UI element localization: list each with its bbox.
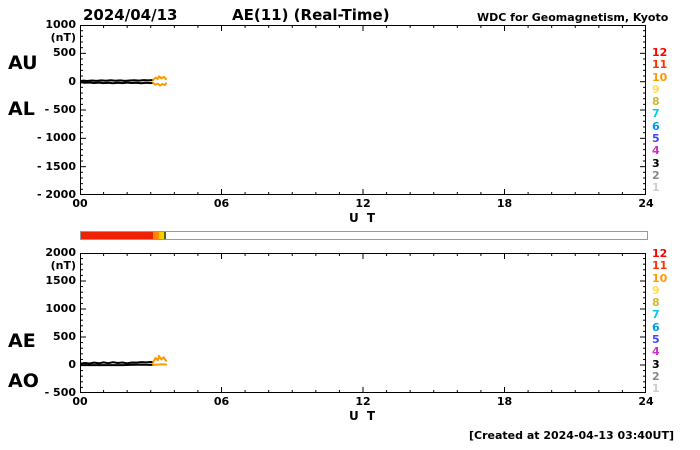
station-count-legend: 12 11 10 9 8 7 6 5 4 3 2 1 bbox=[652, 46, 668, 195]
y-tick-label: - 500 bbox=[44, 103, 76, 116]
station-count-11: 11 bbox=[652, 259, 668, 273]
station-count-3: 3 bbox=[652, 156, 660, 170]
station-count-6: 6 bbox=[652, 320, 660, 334]
station-count-12: 12 bbox=[652, 46, 668, 59]
x-tick-label: 18 bbox=[496, 395, 513, 408]
station-count-12: 12 bbox=[652, 247, 668, 260]
y-tick-label: - 1000 bbox=[36, 131, 76, 145]
colorbar-segment bbox=[81, 232, 153, 239]
station-count-7: 7 bbox=[652, 107, 660, 121]
ae-axis-label: AE bbox=[8, 330, 36, 352]
x-axis-title: U T bbox=[348, 211, 378, 225]
au-al-plot: (nT) U T 00 06 12 18 24 1000 500 0 - 500 - 1000 - … bbox=[37, 18, 654, 225]
y-tick-label: 0 bbox=[68, 74, 76, 88]
plot-canvas bbox=[80, 253, 646, 393]
au-axis-label: AU bbox=[8, 52, 38, 74]
y-axis-unit: (nT) bbox=[50, 31, 76, 44]
plot-canvas bbox=[80, 25, 646, 195]
x-tick-label: 18 bbox=[496, 197, 513, 210]
x-tick-label: 06 bbox=[213, 197, 230, 210]
y-tick-label: - 500 bbox=[44, 386, 76, 399]
data-source: WDC for Geomagnetism, Kyoto bbox=[477, 11, 669, 24]
created-timestamp: [Created at 2024-04-13 03:40UT] bbox=[468, 429, 674, 442]
station-count-1: 1 bbox=[652, 181, 660, 195]
al-axis-label: AL bbox=[8, 98, 35, 120]
station-count-7: 7 bbox=[652, 308, 660, 322]
x-tick-label: 24 bbox=[638, 395, 654, 408]
station-count-legend: 12 11 10 9 8 7 6 5 4 3 2 1 bbox=[652, 247, 668, 396]
station-count-1: 1 bbox=[652, 382, 660, 396]
station-count-10: 10 bbox=[652, 271, 668, 285]
station-count-8: 8 bbox=[652, 296, 660, 310]
page-title: AE(11) (Real-Time) bbox=[232, 6, 390, 24]
plot-date: 2024/04/13 bbox=[83, 6, 178, 24]
station-count-11: 11 bbox=[652, 58, 668, 72]
x-tick-label: 12 bbox=[355, 197, 371, 210]
ae-ao-plot: (nT) U T 00 06 12 18 24 2000 1500 1000 500 0 - 500 bbox=[45, 246, 654, 423]
y-tick-label: 2000 bbox=[45, 246, 76, 259]
y-tick-label: 500 bbox=[53, 46, 76, 60]
y-tick-label: - 1500 bbox=[36, 159, 76, 173]
au-al-panel: AU AL (nT) U T 00 06 12 18 24 1000 500 0- 500- … bbox=[8, 18, 668, 225]
station-count-9: 9 bbox=[652, 283, 660, 297]
station-count-2: 2 bbox=[652, 369, 660, 383]
x-tick-label: 00 bbox=[72, 395, 88, 408]
y-tick-label: 500 bbox=[53, 330, 76, 343]
station-count-2: 2 bbox=[652, 168, 660, 182]
y-tick-label: 0 bbox=[68, 358, 76, 371]
station-count-4: 4 bbox=[652, 144, 660, 158]
data-availability-colorbar bbox=[80, 231, 648, 240]
station-count-3: 3 bbox=[652, 357, 660, 371]
station-count-4: 4 bbox=[652, 345, 660, 359]
station-count-5: 5 bbox=[652, 333, 660, 347]
ae-ao-panel: AE AO (nT) U T 00 06 12 18 24 2000 1500 1000 500… bbox=[0, 228, 700, 433]
y-tick-label: - 2000 bbox=[36, 188, 76, 201]
colorbar-segment bbox=[158, 232, 164, 239]
station-count-8: 8 bbox=[652, 95, 660, 109]
x-tick-label: 00 bbox=[72, 197, 88, 210]
y-tick-label: 1500 bbox=[45, 274, 76, 287]
colorbar-segment bbox=[163, 232, 167, 239]
colorbar-segment bbox=[152, 232, 159, 239]
station-count-9: 9 bbox=[652, 82, 660, 96]
y-axis-unit: (nT) bbox=[50, 259, 76, 272]
x-axis-title: U T bbox=[348, 409, 378, 423]
x-tick-label: 06 bbox=[213, 395, 230, 408]
x-tick-label: 12 bbox=[355, 395, 371, 408]
x-tick-label: 24 bbox=[638, 197, 654, 210]
y-tick-label: 1000 bbox=[45, 302, 76, 315]
y-tick-label: 1000 bbox=[45, 18, 76, 31]
station-count-5: 5 bbox=[652, 132, 660, 146]
station-count-6: 6 bbox=[652, 119, 660, 133]
ao-axis-label: AO bbox=[8, 370, 39, 392]
station-count-10: 10 bbox=[652, 70, 668, 84]
